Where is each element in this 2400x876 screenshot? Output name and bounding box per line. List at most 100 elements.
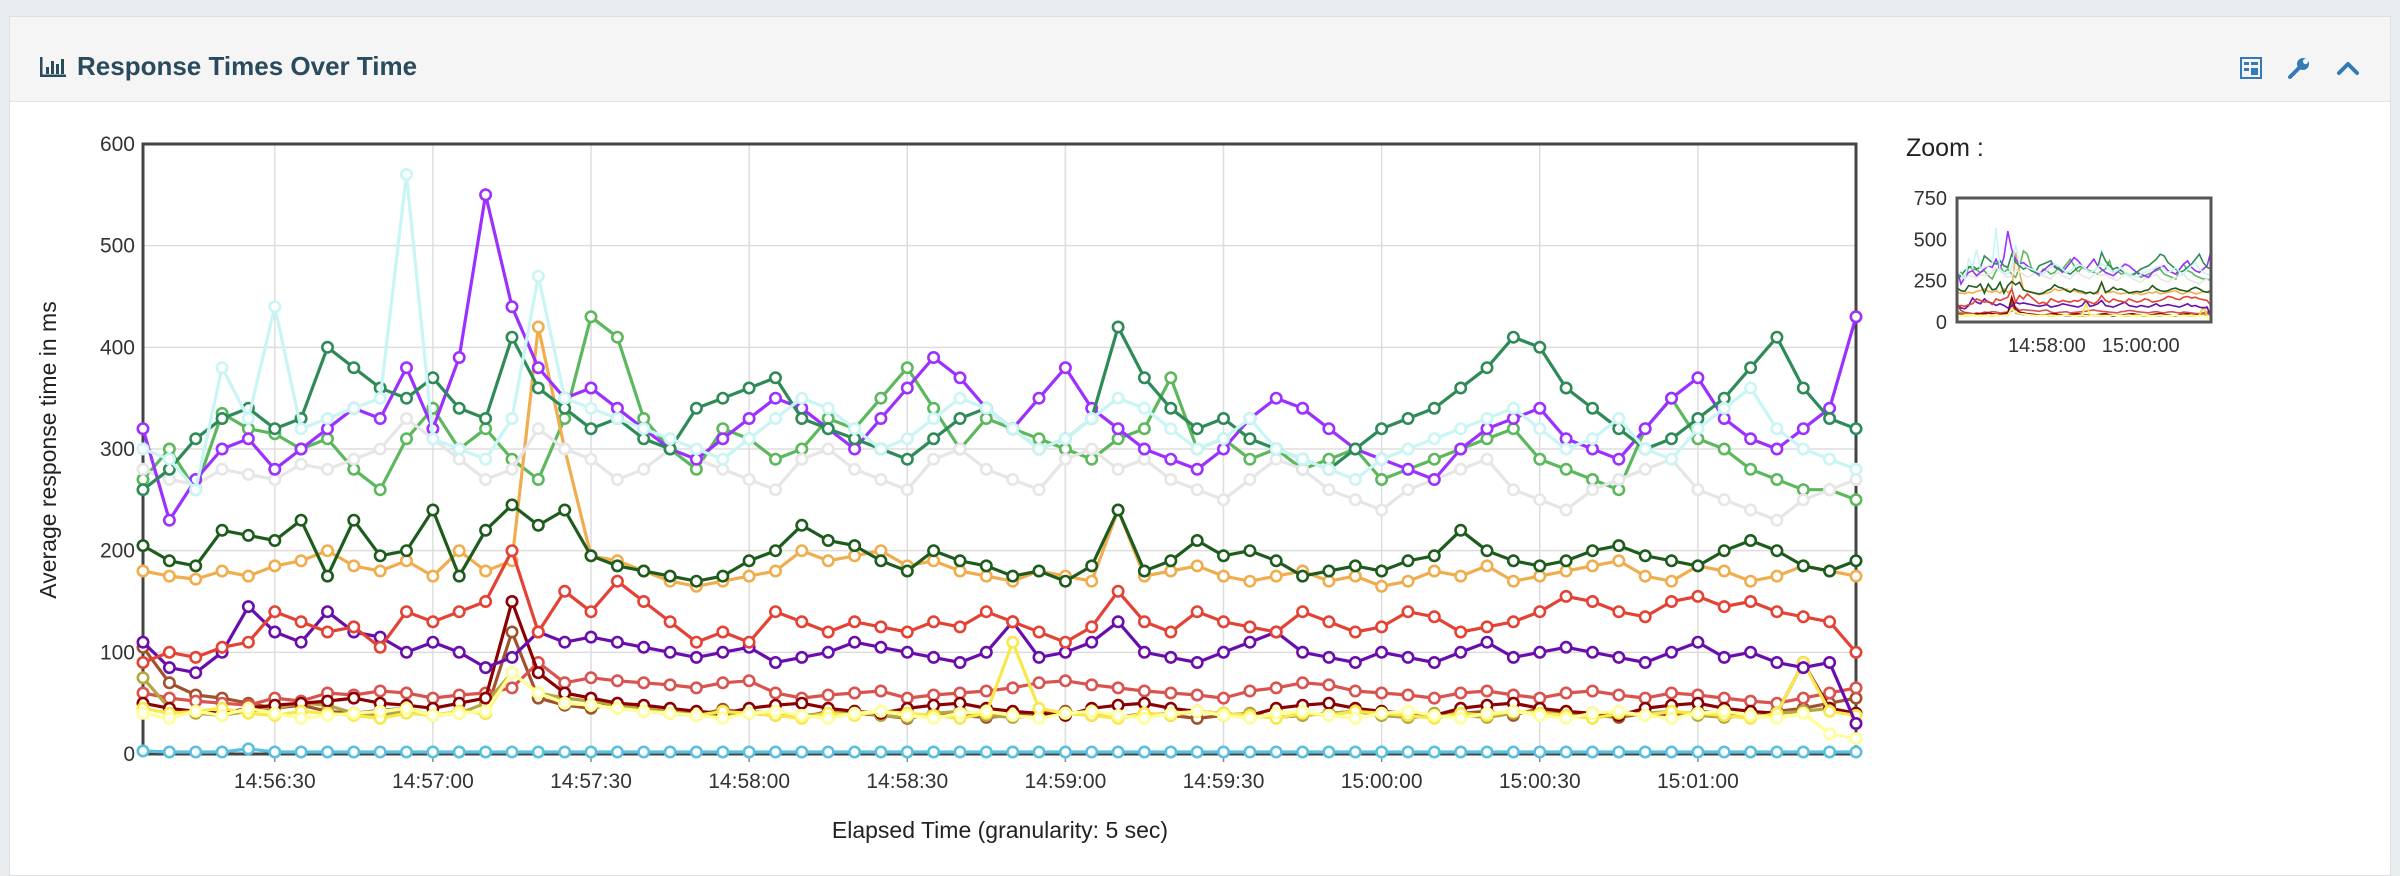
data-point[interactable] (1296, 676, 1310, 690)
data-point[interactable] (1296, 605, 1310, 619)
data-point[interactable] (373, 564, 387, 578)
data-point[interactable] (874, 442, 888, 456)
data-point[interactable] (320, 544, 334, 558)
data-point[interactable] (663, 569, 677, 583)
data-point[interactable] (610, 330, 624, 344)
data-point[interactable] (1058, 442, 1072, 456)
data-point[interactable] (1717, 544, 1731, 558)
data-point[interactable] (1401, 605, 1415, 619)
data-point[interactable] (452, 401, 466, 415)
data-point[interactable] (742, 635, 756, 649)
data-point[interactable] (479, 704, 493, 718)
data-point[interactable] (716, 711, 730, 725)
data-point[interactable] (689, 681, 703, 695)
data-point[interactable] (1217, 691, 1231, 705)
data-point[interactable] (1796, 610, 1810, 624)
data-point[interactable] (874, 391, 888, 405)
data-point[interactable] (1217, 493, 1231, 507)
data-point[interactable] (821, 625, 835, 639)
data-point[interactable] (1559, 432, 1573, 446)
data-point[interactable] (874, 704, 888, 718)
data-point[interactable] (610, 559, 624, 573)
data-point[interactable] (136, 635, 150, 649)
data-point[interactable] (1454, 523, 1468, 537)
data-point[interactable] (927, 432, 941, 446)
data-point[interactable] (1401, 554, 1415, 568)
data-point[interactable] (1638, 462, 1652, 476)
series-4[interactable] (136, 655, 1863, 712)
data-point[interactable] (1190, 559, 1204, 573)
data-point[interactable] (1269, 625, 1283, 639)
data-point[interactable] (1137, 564, 1151, 578)
data-point[interactable] (452, 745, 466, 759)
data-point[interactable] (373, 640, 387, 654)
data-point[interactable] (1506, 650, 1520, 664)
data-point[interactable] (716, 391, 730, 405)
data-point[interactable] (1006, 422, 1020, 436)
data-point[interactable] (1823, 745, 1837, 759)
data-point[interactable] (531, 745, 545, 759)
data-point[interactable] (1717, 691, 1731, 705)
data-point[interactable] (426, 615, 440, 629)
data-point[interactable] (953, 391, 967, 405)
data-point[interactable] (1454, 381, 1468, 395)
data-point[interactable] (531, 422, 545, 436)
data-point[interactable] (821, 442, 835, 456)
data-point[interactable] (1559, 686, 1573, 700)
data-point[interactable] (1612, 650, 1626, 664)
data-point[interactable] (610, 411, 624, 425)
data-point[interactable] (1612, 688, 1626, 702)
data-point[interactable] (742, 472, 756, 486)
data-point[interactable] (1190, 745, 1204, 759)
data-point[interactable] (689, 442, 703, 456)
data-point[interactable] (1480, 745, 1494, 759)
data-point[interactable] (1164, 472, 1178, 486)
data-point[interactable] (1506, 422, 1520, 436)
data-point[interactable] (874, 745, 888, 759)
data-point[interactable] (689, 452, 703, 466)
data-point[interactable] (347, 559, 361, 573)
data-point[interactable] (241, 432, 255, 446)
data-point[interactable] (1849, 462, 1863, 476)
data-point[interactable] (1164, 745, 1178, 759)
data-point[interactable] (320, 422, 334, 436)
data-point[interactable] (505, 745, 519, 759)
data-point[interactable] (900, 645, 914, 659)
data-point[interactable] (347, 452, 361, 466)
data-point[interactable] (795, 442, 809, 456)
data-point[interactable] (558, 442, 572, 456)
data-point[interactable] (927, 452, 941, 466)
data-point[interactable] (1427, 452, 1441, 466)
data-point[interactable] (1190, 483, 1204, 497)
data-point[interactable] (1085, 635, 1099, 649)
data-point[interactable] (795, 650, 809, 664)
data-point[interactable] (320, 569, 334, 583)
data-point[interactable] (268, 605, 282, 619)
data-point[interactable] (1744, 594, 1758, 608)
data-point[interactable] (848, 615, 862, 629)
data-point[interactable] (399, 605, 413, 619)
data-point[interactable] (1269, 706, 1283, 720)
data-point[interactable] (1322, 462, 1336, 476)
data-point[interactable] (1823, 727, 1837, 741)
data-point[interactable] (1348, 493, 1362, 507)
data-point[interactable] (1533, 605, 1547, 619)
data-point[interactable] (1691, 559, 1705, 573)
data-point[interactable] (768, 655, 782, 669)
data-point[interactable] (294, 635, 308, 649)
data-point[interactable] (927, 411, 941, 425)
data-point[interactable] (1427, 564, 1441, 578)
data-point[interactable] (821, 401, 835, 415)
data-point[interactable] (426, 371, 440, 385)
data-point[interactable] (1111, 391, 1125, 405)
data-point[interactable] (768, 686, 782, 700)
collapse-button[interactable] (2335, 55, 2361, 81)
data-point[interactable] (1269, 745, 1283, 759)
data-point[interactable] (1296, 704, 1310, 718)
data-point[interactable] (1533, 422, 1547, 436)
data-point[interactable] (1665, 745, 1679, 759)
export-button[interactable] (2238, 55, 2264, 81)
data-point[interactable] (1243, 745, 1257, 759)
data-point[interactable] (1665, 574, 1679, 588)
data-point[interactable] (742, 432, 756, 446)
